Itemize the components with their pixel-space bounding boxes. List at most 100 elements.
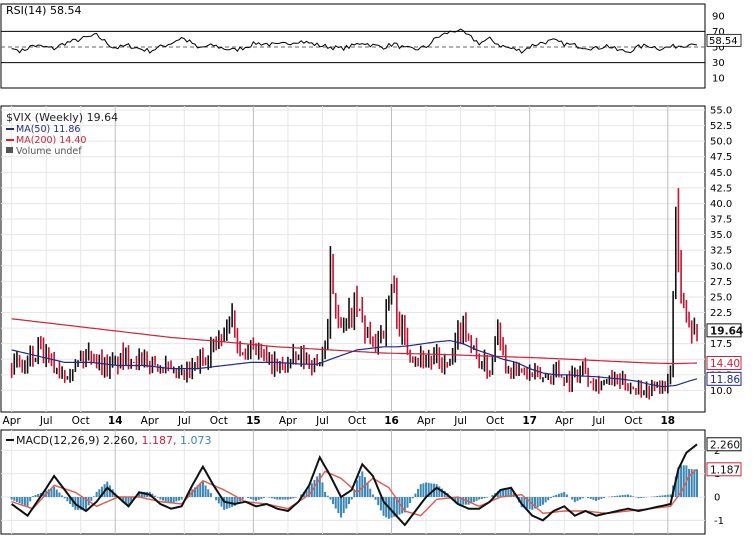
macd-histogram-bar [526, 497, 529, 509]
macd-histogram-bar [201, 481, 204, 497]
macd-histogram-bar [510, 488, 513, 497]
price-panel: 55.0 52.5 50.0 47.5 45.0 42.5 40.0 37.5 35.0 32.5… [0, 105, 743, 427]
rsi-guides [1, 30, 705, 64]
x-tick-label: 18 [660, 415, 675, 427]
ma200-legend-label: MA(200) 14.40 [16, 135, 86, 146]
rsi-tick-label: 10 [712, 74, 725, 85]
macd-histogram-bar [557, 493, 560, 497]
macd-panel-frame [0, 429, 706, 535]
macd-histogram-bar [345, 497, 348, 509]
macd-histogram-bar [653, 496, 656, 497]
macd-histogram-bar [409, 497, 412, 503]
macd-histogram-bar [300, 494, 303, 497]
x-tick-label: Apr [141, 415, 160, 427]
macd-histogram-bar [470, 497, 473, 504]
macd-histogram-bar [677, 467, 680, 497]
macd-histogram-bar [507, 488, 510, 497]
rsi-series-line [11, 28, 698, 54]
macd-histogram-bar [180, 497, 183, 500]
macd-histogram-bar [504, 488, 507, 497]
macd-last-value-box [706, 437, 742, 452]
x-tick-label: Oct [486, 415, 504, 427]
x-tick-label: 17 [522, 415, 537, 427]
macd-histogram-bar [42, 491, 45, 497]
macd-histogram-bar [626, 494, 629, 497]
macd-histogram-bar [252, 497, 255, 500]
price-tick-label: 50.0 [710, 137, 732, 148]
macd-histogram-bar [478, 497, 481, 500]
x-tick-label: Apr [279, 415, 298, 427]
macd-histogram-bar [162, 497, 165, 501]
x-tick-label: Oct [348, 415, 366, 427]
macd-legend-value: 1.187, [142, 434, 180, 447]
macd-histogram-bar [656, 496, 659, 497]
macd-histogram-bar [276, 497, 279, 500]
macd-legend-value: 2.260, [103, 434, 141, 447]
macd-histogram-bar [257, 497, 260, 500]
price-tick-label: 17.5 [710, 339, 732, 350]
macd-histogram-bar [565, 494, 568, 497]
macd-histogram-bar [69, 497, 72, 505]
macd-histogram-bar [379, 497, 382, 511]
macd-histogram-bar [680, 465, 683, 497]
macd-histogram-bar [632, 496, 635, 497]
macd-histogram-bar [66, 497, 69, 502]
macd-histogram-bar [350, 497, 353, 500]
price-tick-label: 35.0 [710, 230, 732, 241]
x-tick-label: Jul [315, 415, 329, 427]
macd-histogram-bar [255, 497, 258, 501]
macd-histogram-bar [587, 497, 590, 498]
macd-histogram-bar [536, 497, 539, 508]
macd-histogram-bar [640, 497, 643, 498]
macd-legend-label: MACD(12,26,9) 2.260, 1.187, 1.073 [16, 434, 212, 447]
macd-histogram-bar [204, 485, 207, 497]
macd-histogram-bar [422, 483, 425, 497]
macd-histogram-bar [600, 497, 603, 499]
macd-histogram-bar [92, 496, 95, 497]
macd-histogram-bar [603, 497, 606, 498]
macd-histogram-bar [273, 497, 276, 499]
macd-histogram-bar [34, 495, 37, 497]
macd-histogram-bar [268, 497, 271, 498]
macd-histogram-bar [467, 497, 470, 505]
macd-legend-value: 1.073 [180, 434, 212, 447]
rsi-panel-frame [0, 3, 706, 89]
rsi-tick-label: 30 [712, 58, 725, 69]
price-tick-label: 27.5 [710, 277, 732, 288]
macd-histogram-bar [637, 497, 640, 499]
macd-histogram-bar [308, 486, 311, 497]
macd-last-value-box [706, 462, 742, 477]
x-tick-label: Jul [177, 415, 191, 427]
macd-histogram-bar [58, 492, 61, 497]
macd-histogram-bar [621, 495, 624, 497]
macd-histogram-bar [406, 497, 409, 508]
rsi-label: RSI(14) 58.54 [6, 4, 81, 17]
macd-histogram-bar [547, 497, 550, 501]
macd-histogram-bar [456, 497, 459, 505]
macd-histogram-bar [154, 495, 157, 497]
macd-histogram-bar [544, 497, 547, 503]
macd-histogram-bar [167, 497, 170, 503]
price-tick-label: 47.5 [710, 152, 732, 163]
macd-histogram-bar [85, 497, 88, 510]
macd-series-line [11, 443, 698, 527]
price-tick-label: 52.5 [710, 121, 732, 132]
macd-histogram-bar [90, 497, 93, 501]
macd-histogram-bar [427, 482, 430, 497]
macd-histogram-bar [332, 497, 335, 505]
price-bars [10, 188, 698, 400]
macd-histogram-bar [528, 497, 531, 510]
macd-histogram-bar [177, 497, 180, 501]
macd-histogram-bar [241, 497, 244, 500]
x-tick-label: Jul [591, 415, 605, 427]
price-last-value-box [706, 323, 742, 338]
rsi-last-value: 58.54 [709, 36, 738, 47]
macd-histogram-bar [55, 489, 58, 497]
macd-histogram-bar [79, 497, 82, 510]
macd-histogram-bar [286, 497, 289, 500]
macd-histogram-bar [23, 497, 26, 506]
macd-histogram-bar [247, 497, 250, 498]
macd-histogram-bar [140, 491, 143, 497]
macd-histogram-bar [21, 497, 24, 505]
